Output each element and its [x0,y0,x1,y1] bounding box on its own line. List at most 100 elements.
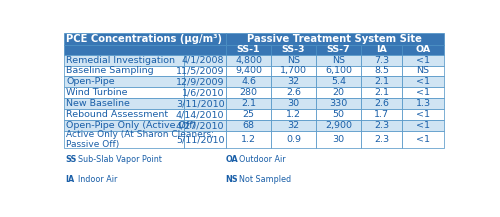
Bar [271,131,316,148]
Bar [271,109,316,120]
Text: 1.2: 1.2 [241,135,256,144]
Text: <1: <1 [416,77,430,86]
Text: 30: 30 [332,135,344,144]
Bar [361,45,403,55]
Text: 4/1/2008: 4/1/2008 [182,56,224,64]
Text: 68: 68 [242,121,254,130]
Text: Open-Pipe Only (Active Off): Open-Pipe Only (Active Off) [66,121,197,130]
Bar [361,66,403,76]
Text: 2,900: 2,900 [325,121,352,130]
Text: 7.3: 7.3 [374,56,389,64]
Text: SS-7: SS-7 [326,45,350,54]
Text: Open-Pipe: Open-Pipe [66,77,115,86]
Text: 2.1: 2.1 [374,77,389,86]
Bar [361,109,403,120]
Text: <1: <1 [416,110,430,119]
Text: Passive Treatment System Site: Passive Treatment System Site [248,34,422,44]
Text: New Baseline: New Baseline [66,99,130,108]
Bar [361,131,403,148]
Bar [184,76,226,87]
Bar [184,131,226,148]
Bar [316,76,361,87]
Text: 2.3: 2.3 [374,135,389,144]
Text: 2.1: 2.1 [374,88,389,97]
Bar [402,120,444,131]
Text: 4.6: 4.6 [241,77,256,86]
Text: IA: IA [376,45,387,54]
Text: Outdoor Air: Outdoor Air [239,155,286,164]
Bar [402,87,444,98]
Bar [271,55,316,66]
Bar [402,98,444,109]
Text: 8.5: 8.5 [374,66,389,76]
Text: <1: <1 [416,56,430,64]
Bar [64,33,226,45]
Text: Sub-Slab Vapor Point: Sub-Slab Vapor Point [78,155,162,164]
Text: 30: 30 [288,99,300,108]
Bar [316,45,361,55]
Text: 25: 25 [242,110,254,119]
Text: Baseline Sampling: Baseline Sampling [66,66,154,76]
Bar [361,76,403,87]
Bar [226,66,271,76]
Text: Not Sampled: Not Sampled [239,175,291,184]
Bar [316,87,361,98]
Text: OA: OA [416,45,430,54]
Text: <1: <1 [416,121,430,130]
Text: 32: 32 [288,121,300,130]
Text: IA: IA [66,175,75,184]
Text: 4,800: 4,800 [235,56,262,64]
Text: 330: 330 [330,99,347,108]
Bar [361,55,403,66]
Bar [64,55,184,66]
Bar [271,76,316,87]
Text: 2.6: 2.6 [374,99,389,108]
Text: NS: NS [332,56,345,64]
Text: NS: NS [416,66,430,76]
Text: SS-1: SS-1 [236,45,260,54]
Text: 6,100: 6,100 [325,66,352,76]
Text: 11/5/2009: 11/5/2009 [176,66,224,76]
Bar [226,98,271,109]
Bar [226,87,271,98]
Text: PCE Concentrations (μg/m³): PCE Concentrations (μg/m³) [66,34,222,44]
Text: OA: OA [225,155,238,164]
Bar [271,120,316,131]
Text: 1/6/2010: 1/6/2010 [182,88,224,97]
Text: SS: SS [66,155,77,164]
Bar [184,66,226,76]
Bar [402,131,444,148]
Text: Rebound Assessment: Rebound Assessment [66,110,168,119]
Text: SS-3: SS-3 [282,45,305,54]
Bar [226,33,444,45]
Bar [316,66,361,76]
Text: 9,400: 9,400 [235,66,262,76]
Text: NS: NS [225,175,238,184]
Text: Indoor Air: Indoor Air [78,175,117,184]
Text: 5/11/2010: 5/11/2010 [176,135,224,144]
Bar [271,98,316,109]
Bar [64,66,184,76]
Bar [271,87,316,98]
Text: 280: 280 [240,88,258,97]
Text: Remedial Investigation: Remedial Investigation [66,56,176,64]
Bar [361,120,403,131]
Bar [184,98,226,109]
Bar [226,120,271,131]
Bar [361,98,403,109]
Bar [316,55,361,66]
Bar [64,120,184,131]
Bar [64,87,184,98]
Bar [226,109,271,120]
Text: NS: NS [287,56,300,64]
Bar [64,76,184,87]
Bar [226,45,271,55]
Bar [402,45,444,55]
Bar [226,76,271,87]
Bar [184,87,226,98]
Text: 50: 50 [332,110,344,119]
Bar [316,131,361,148]
Bar [184,109,226,120]
Bar [184,55,226,66]
Bar [316,109,361,120]
